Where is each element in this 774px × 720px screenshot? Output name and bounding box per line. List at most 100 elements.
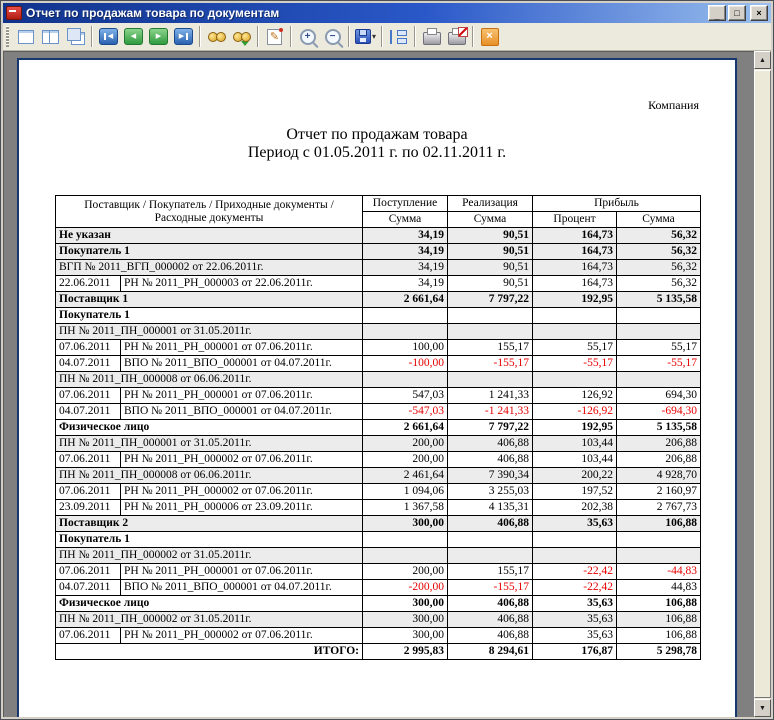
cell-date: 07.06.2011 bbox=[55, 451, 121, 468]
multi-page-view-button[interactable] bbox=[63, 25, 88, 48]
maximize-button[interactable]: □ bbox=[728, 5, 746, 21]
cell-value: 176,87 bbox=[532, 643, 618, 660]
cell-group-label: ПН № 2011_ПН_000002 от 31.05.2011г. bbox=[54, 547, 364, 564]
next-page-button[interactable]: ▶ bbox=[146, 25, 171, 48]
cell-document: ВПО № 2011_ВПО_000001 от 04.07.2011г. bbox=[119, 355, 364, 372]
cell-value: -44,83 bbox=[616, 563, 702, 580]
cell-value: 164,73 bbox=[532, 259, 618, 276]
cell-value: 106,88 bbox=[616, 595, 702, 612]
preview-area: Компания Отчет по продажам товара Период… bbox=[3, 51, 771, 717]
document-structure-button[interactable] bbox=[386, 25, 411, 48]
last-page-button[interactable]: ▶ bbox=[171, 25, 196, 48]
scroll-down-button[interactable]: ▼ bbox=[754, 699, 771, 717]
cell-value bbox=[532, 371, 618, 388]
cell-document: ВПО № 2011_ВПО_000001 от 04.07.2011г. bbox=[119, 403, 364, 420]
column-header-grouping-line2: Расходные документы bbox=[154, 211, 264, 224]
scroll-up-icon: ▲ bbox=[759, 56, 766, 64]
cell-value: -22,42 bbox=[532, 579, 618, 596]
print-settings-icon bbox=[447, 27, 468, 45]
zoom-in-button[interactable]: + bbox=[295, 25, 320, 48]
first-page-button[interactable]: ◀ bbox=[96, 25, 121, 48]
minimize-button[interactable]: _ bbox=[708, 5, 726, 21]
two-page-view-button[interactable] bbox=[38, 25, 63, 48]
vertical-scrollbar[interactable]: ▲ ▼ bbox=[754, 51, 771, 717]
cell-document: РН № 2011_РН_000001 от 07.06.2011г. bbox=[119, 563, 364, 580]
cell-value: 34,19 bbox=[362, 227, 449, 244]
cell-value: 34,19 bbox=[362, 275, 449, 292]
cell-value: 55,17 bbox=[532, 339, 618, 356]
cell-value: 106,88 bbox=[616, 515, 702, 532]
cell-value: 34,19 bbox=[362, 243, 449, 260]
cell-value: -200,00 bbox=[362, 579, 449, 596]
cell-value: 192,95 bbox=[532, 291, 618, 308]
toolbar-separator bbox=[257, 26, 259, 47]
table-row: 07.06.2011 РН № 2011_РН_000001 от 07.06.2… bbox=[55, 387, 702, 404]
close-preview-icon: × bbox=[480, 27, 499, 46]
close-preview-button[interactable]: × bbox=[477, 25, 502, 48]
cell-value: 4 928,70 bbox=[616, 467, 702, 484]
find-next-icon bbox=[232, 31, 251, 46]
column-header-profit: Прибыль bbox=[532, 195, 702, 212]
save-button[interactable]: ▾ bbox=[353, 25, 378, 48]
cell-date: 04.07.2011 bbox=[55, 579, 121, 596]
close-icon: × bbox=[756, 7, 762, 18]
table-row: Поставщик 2 300,00 406,88 35,63 106,88 bbox=[54, 515, 702, 532]
cell-date: 22.06.2011 bbox=[55, 275, 121, 292]
scroll-up-button[interactable]: ▲ bbox=[754, 51, 771, 69]
column-header-receipt: Поступление bbox=[362, 195, 449, 212]
cell-value: 7 797,22 bbox=[447, 291, 534, 308]
cell-value: 90,51 bbox=[447, 243, 534, 260]
cell-value: 300,00 bbox=[362, 611, 449, 628]
cell-value bbox=[616, 531, 702, 548]
find-next-button[interactable] bbox=[229, 25, 254, 48]
multi-page-view-icon bbox=[66, 27, 85, 45]
cell-value bbox=[616, 323, 702, 340]
cell-group-label: Физическое лицо bbox=[54, 419, 364, 436]
one-page-view-button[interactable] bbox=[13, 25, 38, 48]
cell-value: 56,32 bbox=[616, 227, 702, 244]
print-settings-button[interactable] bbox=[444, 25, 469, 48]
find-button[interactable] bbox=[204, 25, 229, 48]
cell-value: 35,63 bbox=[532, 611, 618, 628]
cell-value: 200,00 bbox=[362, 451, 449, 468]
cell-value bbox=[447, 531, 534, 548]
table-row: 23.09.2011 РН № 2011_РН_000006 от 23.09.2… bbox=[55, 499, 702, 516]
cell-value: -547,03 bbox=[362, 403, 449, 420]
cell-group-label: ПН № 2011_ПН_000001 от 31.05.2011г. bbox=[54, 323, 364, 340]
cell-date: 23.09.2011 bbox=[55, 499, 121, 516]
scrollbar-thumb[interactable] bbox=[754, 70, 771, 698]
cell-value: 55,17 bbox=[616, 339, 702, 356]
save-dropdown-icon[interactable]: ▾ bbox=[371, 32, 376, 41]
zoom-out-button[interactable]: − bbox=[320, 25, 345, 48]
column-subheader-profit-percent: Процент bbox=[532, 211, 618, 228]
report-title: Отчет по продажам товара bbox=[286, 126, 468, 143]
cell-value: 406,88 bbox=[447, 611, 534, 628]
table-row: 07.06.2011 РН № 2011_РН_000002 от 07.06.2… bbox=[55, 451, 702, 468]
cell-value: 106,88 bbox=[616, 627, 702, 644]
cell-value: 2 995,83 bbox=[362, 643, 449, 660]
cell-value: 1 094,06 bbox=[362, 483, 449, 500]
cell-document: РН № 2011_РН_000003 от 22.06.2011г. bbox=[119, 275, 364, 292]
page-area: Компания Отчет по продажам товара Период… bbox=[3, 51, 754, 717]
table-row: 07.06.2011 РН № 2011_РН_000001 от 07.06.2… bbox=[55, 339, 702, 356]
previous-page-button[interactable]: ◀ bbox=[121, 25, 146, 48]
cell-value: 164,73 bbox=[532, 243, 618, 260]
table-row: 07.06.2011 РН № 2011_РН_000002 от 07.06.2… bbox=[55, 627, 702, 644]
edit-button[interactable]: ✎ bbox=[262, 25, 287, 48]
cell-date: 04.07.2011 bbox=[55, 403, 121, 420]
cell-value: 2 661,64 bbox=[362, 419, 449, 436]
toolbar-separator bbox=[199, 26, 201, 47]
cell-value: 7 797,22 bbox=[447, 419, 534, 436]
cell-group-label: Поставщик 2 bbox=[54, 515, 364, 532]
print-button[interactable] bbox=[419, 25, 444, 48]
cell-value bbox=[447, 323, 534, 340]
next-page-icon: ▶ bbox=[149, 28, 168, 45]
cell-group-label: Покупатель 1 bbox=[54, 531, 364, 548]
cell-value bbox=[362, 547, 449, 564]
cell-value: -694,30 bbox=[616, 403, 702, 420]
close-button[interactable]: × bbox=[750, 5, 768, 21]
toolbar-gripper[interactable] bbox=[6, 26, 9, 47]
table-row: 22.06.2011 РН № 2011_РН_000003 от 22.06.2… bbox=[55, 275, 702, 292]
cell-value bbox=[616, 371, 702, 388]
table-row: ВГП № 2011_ВГП_000002 от 22.06.2011г. 34,… bbox=[54, 259, 702, 276]
